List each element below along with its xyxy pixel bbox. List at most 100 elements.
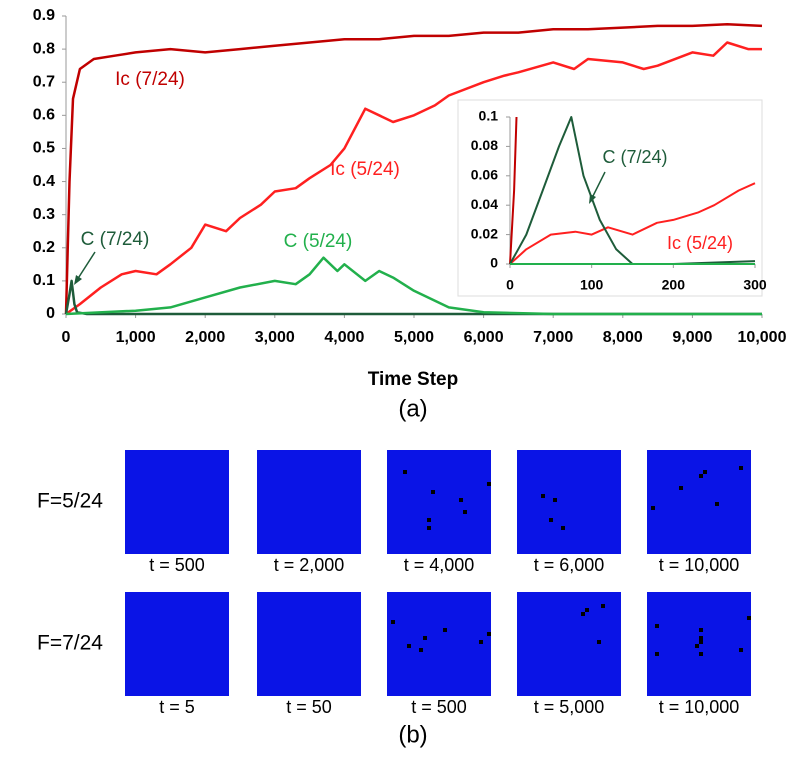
series-line <box>65 256 762 316</box>
cell <box>703 470 707 474</box>
cell <box>541 494 545 498</box>
time-label: t = 5 <box>159 697 195 717</box>
cell <box>679 486 683 490</box>
inset-background <box>457 99 763 297</box>
cell <box>695 644 699 648</box>
x-tick-label: 300 <box>743 277 767 293</box>
series-label: Ic (5/24) <box>330 159 400 180</box>
series-line <box>65 41 762 316</box>
cell <box>561 526 565 530</box>
y-tick-label: 0.4 <box>33 173 55 190</box>
time-label: t = 2,000 <box>274 555 345 575</box>
y-tick-label: 0.1 <box>479 108 499 124</box>
cell <box>581 612 585 616</box>
arrow <box>591 171 606 199</box>
grid-image <box>647 592 751 696</box>
x-tick-label: 4,000 <box>324 329 364 346</box>
image-background <box>257 592 361 696</box>
cell <box>487 482 491 486</box>
series-line <box>509 116 518 265</box>
time-label: t = 5,000 <box>534 697 605 717</box>
cell <box>549 518 553 522</box>
cell <box>655 624 659 628</box>
time-label: t = 6,000 <box>534 555 605 575</box>
x-tick-label: 1,000 <box>116 329 156 346</box>
cell <box>443 628 447 632</box>
cell <box>655 652 659 656</box>
cell <box>427 526 431 530</box>
series-line <box>64 23 763 315</box>
row-label: F=5/24 <box>37 490 103 513</box>
y-tick-label: 0.6 <box>33 107 55 124</box>
x-axis-label: Time Step <box>368 369 458 390</box>
cell <box>553 498 557 502</box>
cell <box>427 518 431 522</box>
y-tick-label: 0.7 <box>33 73 55 90</box>
cell <box>601 604 605 608</box>
series-label: Ic (7/24) <box>115 69 185 90</box>
cell <box>699 628 703 632</box>
time-label: t = 4,000 <box>404 555 475 575</box>
grid-image <box>125 592 229 696</box>
grid-image <box>257 450 361 554</box>
cell <box>699 652 703 656</box>
time-label: t = 10,000 <box>659 697 740 717</box>
grid-image <box>517 592 621 696</box>
series-label: Ic (5/24) <box>667 233 733 253</box>
cell <box>407 644 411 648</box>
time-label: t = 10,000 <box>659 555 740 575</box>
x-tick-label: 2,000 <box>185 329 225 346</box>
y-tick-label: 0.8 <box>33 40 55 57</box>
arrow <box>76 251 96 281</box>
y-tick-label: 0.1 <box>33 272 55 289</box>
grid-image <box>125 450 229 554</box>
image-background <box>647 450 751 554</box>
cell <box>585 608 589 612</box>
cell <box>459 498 463 502</box>
series-line <box>509 182 756 265</box>
x-tick-label: 0 <box>62 329 71 346</box>
grid-image <box>647 450 751 554</box>
cell <box>715 502 719 506</box>
cell <box>739 648 743 652</box>
cell <box>651 506 655 510</box>
grid-image <box>387 592 491 696</box>
x-tick-label: 8,000 <box>603 329 643 346</box>
x-tick-label: 200 <box>662 277 686 293</box>
grid-image <box>257 592 361 696</box>
cell <box>699 636 703 640</box>
x-tick-label: 6,000 <box>464 329 504 346</box>
cell <box>487 632 491 636</box>
x-tick-label: 0 <box>506 277 514 293</box>
image-background <box>387 592 491 696</box>
cell <box>479 640 483 644</box>
y-tick-label: 0.9 <box>33 7 55 24</box>
x-tick-label: 10,000 <box>738 329 787 346</box>
y-tick-label: 0.02 <box>471 225 498 241</box>
series-label: C (7/24) <box>81 229 150 250</box>
cell <box>699 474 703 478</box>
arrow-head <box>74 275 82 285</box>
y-tick-label: 0.5 <box>33 140 55 157</box>
caption: (a) <box>398 395 427 422</box>
y-tick-label: 0 <box>46 305 55 322</box>
grid-image <box>517 450 621 554</box>
cell <box>747 616 751 620</box>
x-tick-label: 7,000 <box>533 329 573 346</box>
series-label: C (7/24) <box>602 147 667 167</box>
y-tick-label: 0.2 <box>33 239 55 256</box>
x-tick-label: 5,000 <box>394 329 434 346</box>
x-tick-label: 3,000 <box>255 329 295 346</box>
cell <box>463 510 467 514</box>
cell <box>739 466 743 470</box>
cell <box>423 636 427 640</box>
caption: (b) <box>398 721 427 748</box>
series-label: C (5/24) <box>284 231 353 252</box>
image-background <box>517 592 621 696</box>
row-label: F=7/24 <box>37 632 103 655</box>
image-background <box>517 450 621 554</box>
x-tick-label: 100 <box>580 277 604 293</box>
cell <box>699 640 703 644</box>
image-background <box>387 450 491 554</box>
image-background <box>125 592 229 696</box>
